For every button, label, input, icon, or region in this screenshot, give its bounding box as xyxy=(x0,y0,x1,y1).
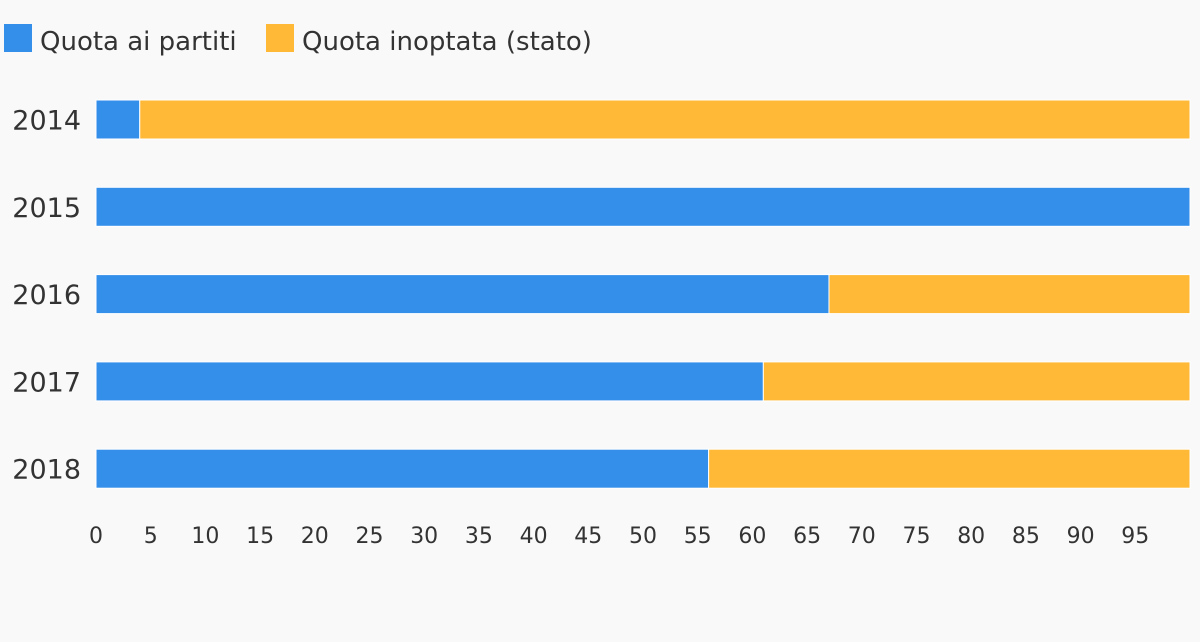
category-label-2016: 2016 xyxy=(12,280,81,311)
category-axis: 2014 2015 2016 2017 2018 xyxy=(12,106,81,486)
x-tick-label-20: 20 xyxy=(301,524,329,549)
x-tick-label-25: 25 xyxy=(356,524,384,549)
x-tick-label-5: 5 xyxy=(144,524,158,549)
x-tick-label-40: 40 xyxy=(520,524,548,549)
category-label-2017: 2017 xyxy=(12,367,81,398)
x-tick-label-15: 15 xyxy=(246,524,274,549)
legend-label-series-1: Quota ai partiti xyxy=(40,27,237,57)
x-tick-label-30: 30 xyxy=(410,524,438,549)
x-tick-label-60: 60 xyxy=(738,524,766,549)
bar-2016-series-1 xyxy=(95,274,830,315)
legend: Quota ai partiti Quota inoptata (stato) xyxy=(4,24,592,57)
bar-2018-series-2 xyxy=(708,448,1191,489)
x-tick-label-95: 95 xyxy=(1121,524,1149,549)
legend-swatch-series-2 xyxy=(266,24,294,52)
category-label-2015: 2015 xyxy=(12,193,81,224)
bar-2017-series-1 xyxy=(95,361,764,402)
x-tick-label-70: 70 xyxy=(848,524,876,549)
x-tick-label-90: 90 xyxy=(1067,524,1095,549)
legend-swatch-series-1 xyxy=(4,24,32,52)
bar-2017-series-2 xyxy=(762,361,1191,402)
category-label-2014: 2014 xyxy=(12,106,81,137)
x-tick-label-85: 85 xyxy=(1012,524,1040,549)
x-tick-label-45: 45 xyxy=(574,524,602,549)
bar-2016-series-2 xyxy=(828,274,1191,315)
bar-2014-series-1 xyxy=(95,99,141,140)
category-label-2018: 2018 xyxy=(12,455,81,486)
x-tick-label-80: 80 xyxy=(957,524,985,549)
x-tick-label-35: 35 xyxy=(465,524,493,549)
bar-2018-series-1 xyxy=(95,448,710,489)
bar-2015-series-1 xyxy=(95,186,1191,227)
x-tick-label-0: 0 xyxy=(89,524,103,549)
bar-2014-series-2 xyxy=(139,99,1191,140)
x-tick-label-75: 75 xyxy=(903,524,931,549)
legend-label-series-2: Quota inoptata (stato) xyxy=(302,27,592,57)
x-tick-label-65: 65 xyxy=(793,524,821,549)
x-tick-label-50: 50 xyxy=(629,524,657,549)
x-tick-label-10: 10 xyxy=(191,524,219,549)
x-tick-label-55: 55 xyxy=(684,524,712,549)
plot-area xyxy=(95,99,1191,489)
value-axis: 0 5 10 15 20 25 30 35 40 45 50 55 60 65 70 75 80 85 90 95 xyxy=(89,524,1149,549)
